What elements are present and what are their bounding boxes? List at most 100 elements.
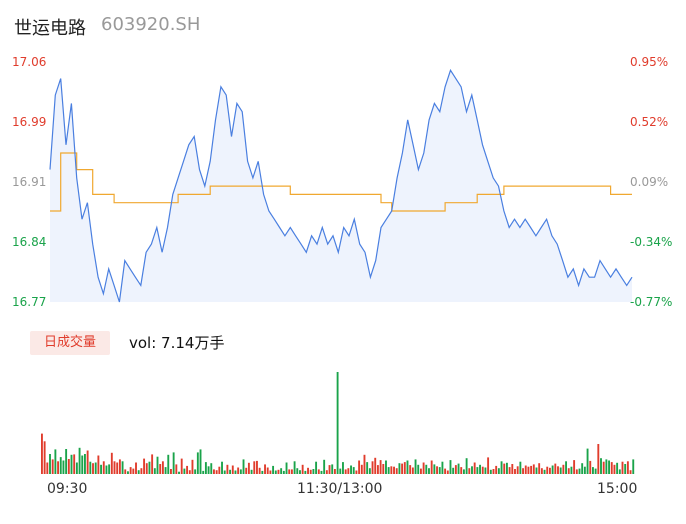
volume-bar bbox=[277, 469, 280, 474]
volume-bar bbox=[449, 460, 452, 474]
volume-bar bbox=[438, 467, 441, 474]
volume-bar bbox=[565, 461, 567, 474]
y-tick-right-4: -0.77% bbox=[630, 295, 673, 309]
volume-bar bbox=[419, 468, 422, 474]
volume-bar bbox=[105, 465, 108, 474]
volume-bar bbox=[430, 460, 433, 474]
volume-bar bbox=[274, 470, 277, 474]
volume-bar bbox=[368, 468, 371, 474]
volume-bar bbox=[67, 459, 70, 474]
volume-bar bbox=[78, 447, 81, 474]
volume-bar bbox=[532, 464, 535, 474]
volume-bar bbox=[360, 464, 363, 474]
x-tick-midday: 11:30/13:00 bbox=[297, 481, 383, 497]
volume-bar bbox=[137, 470, 140, 474]
volume-bar bbox=[578, 468, 581, 474]
volume-bar bbox=[497, 468, 500, 474]
volume-bar bbox=[323, 459, 326, 474]
volume-bar bbox=[202, 470, 205, 474]
stock-name: 世运电路 bbox=[14, 18, 86, 39]
volume-bar bbox=[457, 463, 460, 474]
y-tick-left-4: 16.77 bbox=[12, 295, 47, 309]
volume-bar bbox=[538, 463, 541, 474]
volume-bar bbox=[618, 469, 621, 474]
volume-bar bbox=[121, 461, 124, 474]
volume-bar bbox=[253, 461, 256, 474]
volume-bar bbox=[344, 469, 347, 474]
volume-bar bbox=[505, 462, 508, 474]
volume-bar bbox=[476, 467, 479, 474]
daily-volume-button[interactable]: 日成交量 bbox=[30, 331, 110, 355]
volume-bar bbox=[328, 465, 331, 474]
volume-bar bbox=[175, 464, 178, 474]
y-tick-right-3: -0.34% bbox=[630, 235, 673, 249]
volume-bar bbox=[503, 463, 506, 474]
volume-bar bbox=[484, 467, 487, 474]
volume-bar bbox=[132, 468, 135, 474]
average-price-line bbox=[50, 152, 632, 212]
volume-bar bbox=[221, 461, 223, 474]
volume-bar bbox=[135, 462, 137, 474]
volume-bar bbox=[530, 465, 533, 474]
volume-bar bbox=[602, 461, 605, 474]
volume-bar bbox=[261, 470, 264, 474]
volume-bar bbox=[398, 463, 401, 474]
volume-bar bbox=[355, 470, 358, 474]
volume-bar bbox=[266, 467, 269, 474]
y-tick-left-0: 17.06 bbox=[12, 55, 47, 69]
volume-bar bbox=[613, 464, 616, 474]
volume-bar bbox=[376, 465, 379, 474]
volume-bar bbox=[481, 466, 484, 474]
volume-bar bbox=[514, 469, 516, 474]
volume-bar bbox=[347, 468, 350, 474]
volume-bar bbox=[250, 469, 253, 474]
volume-bar bbox=[403, 462, 406, 474]
volume-bar bbox=[331, 464, 334, 474]
volume-bar bbox=[143, 458, 146, 474]
volume-bar bbox=[293, 461, 296, 474]
volume-bar bbox=[366, 462, 369, 474]
volume-bar bbox=[288, 469, 291, 474]
volume-bar bbox=[600, 458, 602, 474]
volume-bar bbox=[551, 465, 554, 474]
volume-bar bbox=[97, 455, 100, 474]
volume-bar bbox=[557, 466, 559, 474]
volume-bar bbox=[178, 471, 180, 474]
volume-bar bbox=[436, 466, 438, 474]
volume-bar bbox=[140, 468, 143, 474]
volume-bar bbox=[616, 462, 619, 474]
volume-bar bbox=[444, 468, 447, 474]
volume-bar bbox=[41, 433, 43, 474]
volume-bar bbox=[167, 454, 170, 474]
volume-bar bbox=[546, 466, 549, 474]
volume-bar bbox=[110, 452, 113, 474]
volume-bar bbox=[164, 467, 167, 474]
volume-bar bbox=[460, 467, 463, 474]
volume-bar bbox=[191, 459, 194, 474]
volume-bar bbox=[94, 462, 97, 474]
volume-bar bbox=[433, 464, 436, 474]
volume-bar bbox=[342, 462, 344, 474]
x-tick-open: 09:30 bbox=[47, 481, 88, 497]
volume-bar bbox=[151, 454, 154, 474]
volume-bar bbox=[153, 468, 156, 474]
volume-bar bbox=[73, 454, 76, 474]
volume-bar bbox=[127, 471, 129, 474]
volume-bar bbox=[264, 464, 266, 474]
volume-bar bbox=[452, 467, 455, 474]
volume-bar bbox=[226, 464, 229, 474]
volume-bar bbox=[374, 457, 377, 474]
volume-bar bbox=[471, 466, 473, 474]
volume-bar bbox=[325, 470, 328, 474]
y-tick-right-2: 0.09% bbox=[630, 175, 669, 189]
volume-bar bbox=[108, 464, 111, 474]
volume-bar bbox=[301, 464, 304, 474]
volume-bar bbox=[390, 466, 393, 474]
volume-bar bbox=[428, 468, 430, 474]
volume-bar bbox=[92, 463, 94, 474]
volume-bar bbox=[632, 459, 635, 474]
volume-bar bbox=[242, 459, 245, 474]
volume-bar bbox=[387, 467, 390, 474]
volume-bar bbox=[583, 466, 586, 474]
